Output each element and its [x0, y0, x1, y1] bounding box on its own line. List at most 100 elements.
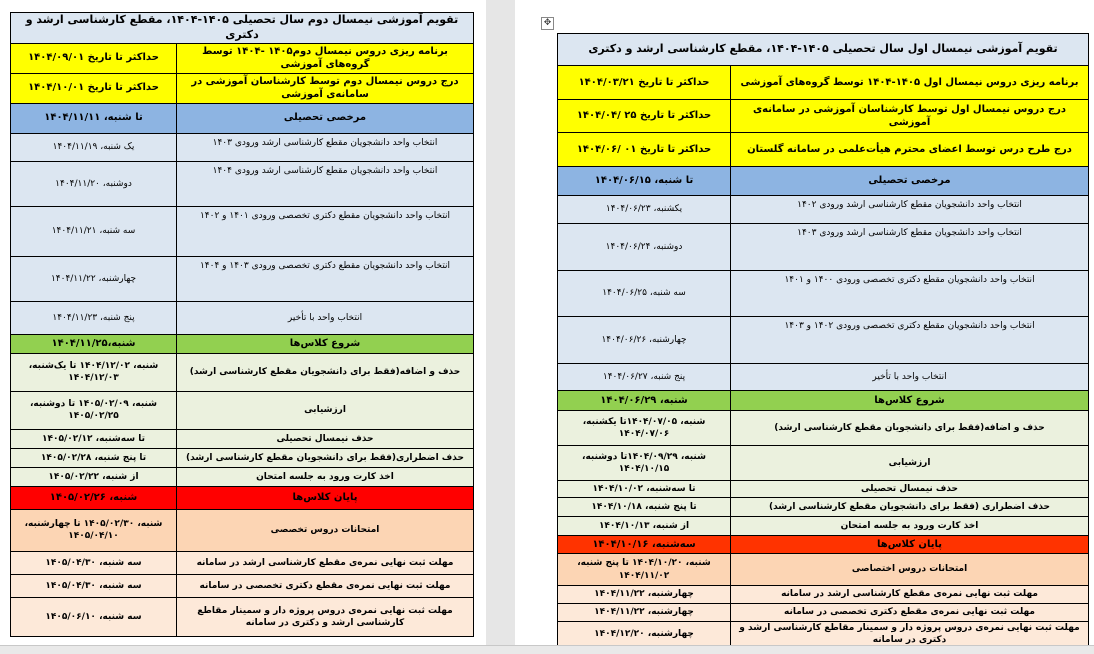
activity-cell: پایان کلاس‌ها [176, 485, 474, 510]
date-cell: از شنبه، ۱۴۰۵/۰۲/۲۲ [10, 466, 177, 487]
date-cell: شنبه، ۱۴۰۵/۰۲/۳۰ تا چهارشنبه، ۱۴۰۵/۰۴/۱۰ [10, 508, 177, 552]
activity-cell: اخذ کارت ورود به جلسه امتحان [730, 516, 1090, 536]
activity-cell: مهلت ثبت نهایی نمره‌ی مقطع دکتری تخصصی د… [176, 573, 474, 598]
activity-cell: انتخاب واحد دانشجویان مقطع کارشناسی ارشد… [176, 160, 474, 207]
date-cell: حداکثر تا تاریخ ۱۴۰۴/۱۰/۰۱ [10, 72, 177, 104]
table-title-row: تقویم آموزشی نیمسال دوم سال تحصیلی ۱۴۰۵-… [10, 12, 474, 44]
table-row: درج دروس نیمسال دوم توسط کارشناسان آموزش… [10, 72, 474, 104]
table-title-row: تقویم آموزشی نیمسال اول سال تحصیلی ۱۴۰۵-… [556, 33, 1090, 66]
table-row: انتخاب واحد دانشجویان مقطع کارشناسی ارشد… [10, 160, 474, 207]
calendar-table-semester-2: تقویم آموزشی نیمسال دوم سال تحصیلی ۱۴۰۵-… [10, 12, 474, 637]
activity-cell: انتخاب واحد دانشجویان مقطع کارشناسی ارشد… [730, 223, 1090, 271]
activity-cell: برنامه ریزی دروس نیمسال دوم۱۴۰۵ -۱۴۰۴ تو… [176, 42, 474, 74]
table-move-handle-icon[interactable]: ✥ [541, 17, 554, 30]
activity-cell: اخذ کارت ورود به جلسه امتحان [176, 466, 474, 487]
activity-cell: درج دروس نیمسال اول توسط کارشناسان آموزش… [730, 99, 1090, 133]
date-cell: چهارشنبه، ۱۴۰۴/۱۱/۲۲ [556, 585, 732, 604]
date-cell: چهارشنبه، ۱۴۰۴/۱۱/۲۲ [556, 603, 732, 622]
table-row: مهلت ثبت نهایی نمره‌ی مقطع کارشناسی ارشد… [10, 550, 474, 575]
date-cell: شنبه، ۱۴۰۴/۱۰/۲۰ تا پنج شنبه، ۱۴۰۴/۱۱/۰۲ [556, 553, 732, 586]
activity-cell: انتخاب واحد دانشجویان مقطع کارشناسی ارشد… [176, 132, 474, 162]
activity-cell: حذف و اضافه(فقط برای دانشجویان مقطع کارش… [730, 410, 1090, 446]
date-cell: چهارشنبه، ۱۴۰۴/۱۲/۲۰ [556, 620, 732, 648]
activity-cell: حذف اضطراری (فقط برای دانشجویان مقطع کار… [730, 497, 1090, 517]
table-row: انتخاب واحد دانشجویان مقطع دکتری تخصصی و… [556, 316, 1090, 364]
activity-cell: انتخاب واحد دانشجویان مقطع دکتری تخصصی و… [730, 270, 1090, 317]
activity-cell: درج دروس نیمسال دوم توسط کارشناسان آموزش… [176, 72, 474, 104]
date-cell: پنج شنبه، ۱۴۰۴/۰۶/۲۷ [556, 363, 732, 391]
date-cell: حداکثر تا تاریخ ۰۱ /۱۴۰۴/۰۶ [556, 132, 732, 167]
table-row: مهلت ثبت نهایی نمره‌ی مقطع دکتری تخصصی د… [556, 603, 1090, 622]
activity-cell: حذف اضطراری(فقط برای دانشجویان مقطع کارش… [176, 447, 474, 468]
table-row: اخذ کارت ورود به جلسه امتحان از شنبه، ۱۴۰… [556, 516, 1090, 536]
table-row: حذف و اضافه(فقط برای دانشجویان مقطع کارش… [10, 352, 474, 392]
date-cell: تا پنج شنبه، ۱۴۰۴/۱۰/۱۸ [556, 497, 732, 517]
table-row: پایان کلاس‌ها شنبه، ۱۴۰۵/۰۲/۲۶ [10, 485, 474, 510]
activity-cell: انتخاب واحد دانشجویان مقطع دکتری تخصصی و… [730, 316, 1090, 364]
table-row: برنامه ریزی دروس نیمسال اول ۱۴۰۵-۱۴۰۴ تو… [556, 65, 1090, 100]
date-cell: تا شنبه، ۱۴۰۴/۱۱/۱۱ [10, 102, 177, 134]
activity-cell: مرخصی تحصیلی [176, 102, 474, 134]
activity-cell: ارزشیابی [730, 445, 1090, 481]
table-row: انتخاب واحد دانشجویان مقطع دکتری تخصصی و… [10, 205, 474, 257]
activity-cell: حذف نیمسال تحصیلی [176, 428, 474, 449]
table-row: حذف نیمسال تحصیلی تا سه‌شنبه، ۱۴۰۵/۰۲/۱۲ [10, 428, 474, 449]
table-row: امتحانات دروس تخصصی شنبه، ۱۴۰۵/۰۲/۳۰ تا چ… [10, 508, 474, 552]
date-cell: پنج شنبه، ۱۴۰۴/۱۱/۲۳ [10, 300, 177, 335]
table-row: انتخاب واحد دانشجویان مقطع کارشناسی ارشد… [556, 195, 1090, 224]
table-row: حذف اضطراری(فقط برای دانشجویان مقطع کارش… [10, 447, 474, 468]
table-row: حذف نیمسال تحصیلی تا سه‌شنبه، ۱۴۰۴/۱۰/۰۲ [556, 480, 1090, 498]
table-row: مرخصی تحصیلی تا شنبه، ۱۴۰۴/۱۱/۱۱ [10, 102, 474, 134]
date-cell: دوشنبه، ۱۴۰۴/۱۱/۲۰ [10, 160, 177, 207]
activity-cell: مهلت ثبت نهایی نمره‌ی مقطع دکتری تخصصی د… [730, 603, 1090, 622]
table-row: ارزشیابی شنبه، ۱۴۰۴/۰۹/۲۹تا دوشنبه، ۱۴۰۴/… [556, 445, 1090, 481]
date-cell: یکشنبه، ۱۴۰۴/۰۶/۲۳ [556, 195, 732, 224]
date-cell: دوشنبه، ۱۴۰۴/۰۶/۲۴ [556, 223, 732, 271]
page-gap [486, 0, 515, 645]
date-cell: شنبه، ۱۴۰۴/۰۷/۰۵تا یکشنبه، ۱۴۰۴/۰۷/۰۶ [556, 410, 732, 446]
table-row: شروع کلاس‌ها شنبه، ۱۴۰۴/۰۶/۲۹ [556, 390, 1090, 411]
table-row: برنامه ریزی دروس نیمسال دوم۱۴۰۵ -۱۴۰۴ تو… [10, 42, 474, 74]
table-row: درج دروس نیمسال اول توسط کارشناسان آموزش… [556, 99, 1090, 133]
date-cell: حداکثر تا تاریخ ۲۵ /۱۴۰۴/۰۴ [556, 99, 732, 133]
table-row: انتخاب واحد با تأخیر پنج شنبه، ۱۴۰۴/۱۱/۲۳ [10, 300, 474, 335]
date-cell: از شنبه، ۱۴۰۴/۱۰/۱۳ [556, 516, 732, 536]
date-cell: شنبه، ۱۴۰۴/۱۲/۰۲ تا یک‌شنبه، ۱۴۰۴/۱۲/۰۳ [10, 352, 177, 392]
table-title: تقویم آموزشی نیمسال دوم سال تحصیلی ۱۴۰۵-… [10, 12, 474, 44]
date-cell: حداکثر تا تاریخ ۱۴۰۴/۰۳/۲۱ [556, 65, 732, 100]
activity-cell: انتخاب واحد دانشجویان مقطع دکتری تخصصی و… [176, 205, 474, 257]
activity-cell: شروع کلاس‌ها [730, 390, 1090, 411]
activity-cell: انتخاب واحد با تأخیر [730, 363, 1090, 391]
date-cell: تا سه‌شنبه، ۱۴۰۴/۱۰/۰۲ [556, 480, 732, 498]
table-row: انتخاب واحد دانشجویان مقطع دکتری تخصصی و… [10, 255, 474, 302]
table-row: درج طرح درس توسط اعضای محترم هیأت‌علمی د… [556, 132, 1090, 167]
table-row: شروع کلاس‌ها شنبه،۱۴۰۴/۱۱/۲۵ [10, 333, 474, 354]
table-row: مهلت ثبت نهایی نمره‌ی مقطع کارشناسی ارشد… [556, 585, 1090, 604]
date-cell: شنبه، ۱۴۰۴/۰۹/۲۹تا دوشنبه، ۱۴۰۴/۱۰/۱۵ [556, 445, 732, 481]
activity-cell: انتخاب واحد دانشجویان مقطع کارشناسی ارشد… [730, 195, 1090, 224]
date-cell: تا شنبه، ۱۴۰۴/۰۶/۱۵ [556, 166, 732, 196]
calendar-table-semester-1: تقویم آموزشی نیمسال اول سال تحصیلی ۱۴۰۵-… [556, 33, 1090, 648]
activity-cell: حذف و اضافه(فقط برای دانشجویان مقطع کارش… [176, 352, 474, 392]
table-row: امتحانات دروس اختصاصی شنبه، ۱۴۰۴/۱۰/۲۰ تا… [556, 553, 1090, 586]
table-row: حذف اضطراری (فقط برای دانشجویان مقطع کار… [556, 497, 1090, 517]
activity-cell: ارزشیابی [176, 390, 474, 430]
table-row: ارزشیابی شنبه، ۱۴۰۵/۰۲/۰۹ تا دوشنبه، ۱۴۰۵… [10, 390, 474, 430]
activity-cell: مهلت ثبت نهایی نمره‌ی دروس پروژه دار و س… [176, 596, 474, 637]
activity-cell: مهلت ثبت نهایی نمره‌ی دروس پروژه دار و س… [730, 620, 1090, 648]
table-row: مرخصی تحصیلی تا شنبه، ۱۴۰۴/۰۶/۱۵ [556, 166, 1090, 196]
activity-cell: پایان کلاس‌ها [730, 535, 1090, 554]
date-cell: شنبه، ۱۴۰۵/۰۲/۲۶ [10, 485, 177, 510]
date-cell: چهارشنبه، ۱۴۰۴/۰۶/۲۶ [556, 316, 732, 364]
table-row: انتخاب واحد دانشجویان مقطع دکتری تخصصی و… [556, 270, 1090, 317]
date-cell: سه شنبه، ۱۴۰۴/۰۶/۲۵ [556, 270, 732, 317]
activity-cell: مرخصی تحصیلی [730, 166, 1090, 196]
table-row: انتخاب واحد دانشجویان مقطع کارشناسی ارشد… [10, 132, 474, 162]
table-row: مهلت ثبت نهایی نمره‌ی دروس پروژه دار و س… [10, 596, 474, 637]
date-cell: سه‌شنبه، ۱۴۰۴/۱۰/۱۶ [556, 535, 732, 554]
status-bar [0, 645, 1094, 654]
date-cell: شنبه، ۱۴۰۴/۰۶/۲۹ [556, 390, 732, 411]
activity-cell: امتحانات دروس تخصصی [176, 508, 474, 552]
activity-cell: مهلت ثبت نهایی نمره‌ی مقطع کارشناسی ارشد… [730, 585, 1090, 604]
activity-cell: مهلت ثبت نهایی نمره‌ی مقطع کارشناسی ارشد… [176, 550, 474, 575]
